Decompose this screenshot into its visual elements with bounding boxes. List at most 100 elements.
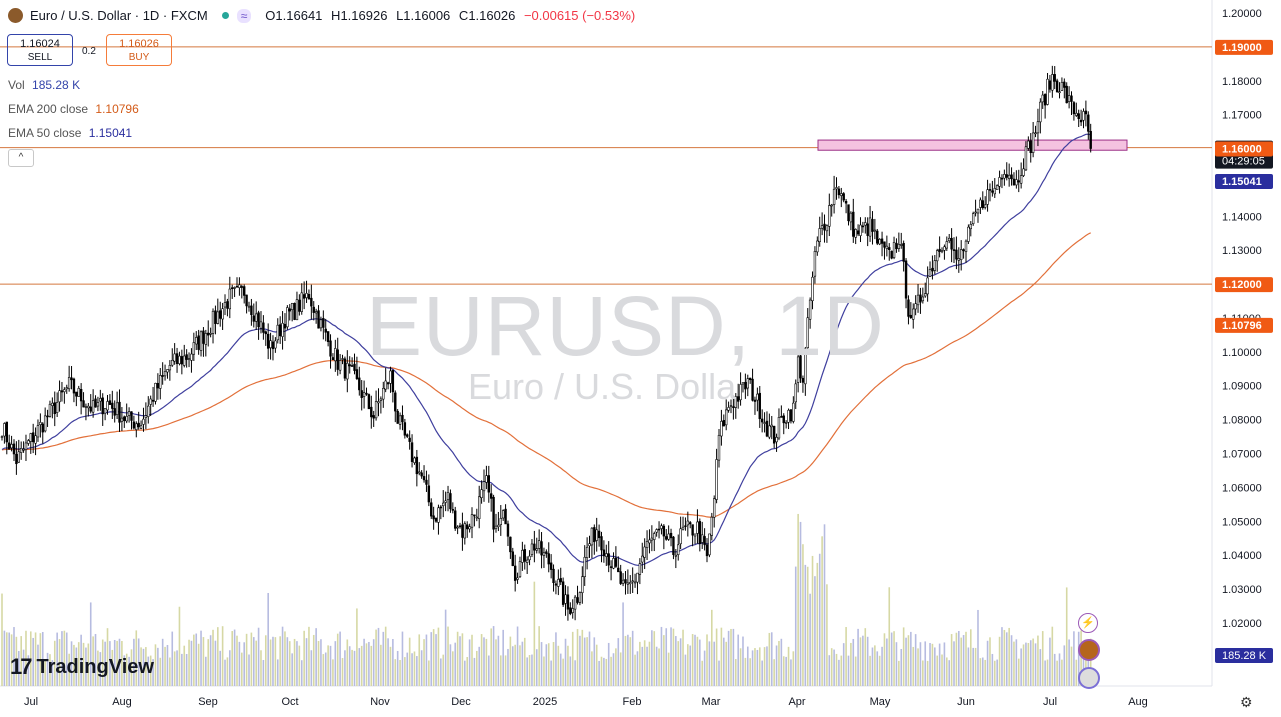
candle[interactable] [528, 550, 531, 566]
candle[interactable] [276, 318, 279, 344]
candle[interactable] [789, 409, 793, 424]
candle[interactable] [1029, 133, 1032, 163]
candle[interactable] [1019, 162, 1023, 189]
candle[interactable] [701, 521, 704, 549]
candle[interactable] [175, 347, 179, 373]
candle[interactable] [113, 400, 116, 423]
candle[interactable] [775, 433, 778, 452]
candle[interactable] [703, 528, 706, 551]
candle[interactable] [43, 407, 47, 433]
candle[interactable] [53, 391, 56, 427]
candle[interactable] [442, 490, 445, 518]
candle[interactable] [322, 310, 325, 340]
candle[interactable] [588, 535, 591, 558]
candle[interactable] [382, 381, 385, 408]
candle[interactable] [418, 462, 421, 476]
candle[interactable] [938, 236, 941, 258]
candle[interactable] [569, 602, 572, 616]
candle[interactable] [597, 524, 601, 547]
candle[interactable] [969, 221, 972, 237]
candle[interactable] [957, 247, 961, 273]
candle[interactable] [139, 420, 143, 430]
candle[interactable] [163, 364, 167, 381]
candle[interactable] [624, 571, 627, 595]
candle[interactable] [943, 244, 946, 260]
candle[interactable] [955, 236, 958, 270]
candle[interactable] [573, 595, 577, 621]
candle[interactable] [564, 585, 567, 616]
candle[interactable] [689, 521, 692, 529]
candle[interactable] [1022, 158, 1025, 178]
candle[interactable] [859, 217, 862, 243]
candle[interactable] [489, 484, 493, 512]
candle[interactable] [521, 541, 524, 571]
candle[interactable] [713, 495, 716, 528]
candle[interactable] [290, 302, 294, 322]
candle[interactable] [187, 352, 191, 368]
candle[interactable] [171, 348, 174, 367]
sell-button[interactable]: 1.16024 SELL [7, 34, 73, 66]
candle[interactable] [595, 517, 598, 552]
candle[interactable] [585, 537, 589, 570]
candle[interactable] [341, 354, 344, 365]
candle[interactable] [945, 236, 949, 251]
candle[interactable] [413, 456, 416, 465]
candle[interactable] [207, 320, 210, 347]
volume-tag[interactable] [1215, 648, 1273, 663]
candle[interactable] [1070, 91, 1073, 116]
candle[interactable] [729, 399, 733, 414]
candle[interactable] [72, 377, 76, 403]
candle[interactable] [235, 277, 239, 288]
candle[interactable] [360, 380, 363, 411]
candle[interactable] [667, 525, 670, 541]
price-tag[interactable] [1215, 277, 1273, 293]
candle[interactable] [94, 395, 97, 408]
candle[interactable] [1075, 102, 1078, 117]
candle[interactable] [1017, 169, 1020, 193]
candle[interactable] [583, 545, 586, 586]
candle[interactable] [792, 396, 795, 424]
candle[interactable] [168, 360, 172, 381]
candle[interactable] [48, 400, 52, 418]
candle[interactable] [1055, 78, 1059, 93]
candle[interactable] [1036, 108, 1040, 147]
candle[interactable] [99, 389, 102, 411]
price-tag[interactable] [1215, 39, 1273, 55]
candle[interactable] [940, 247, 944, 254]
candle[interactable] [156, 373, 160, 400]
candle[interactable] [820, 212, 824, 236]
candle[interactable] [281, 311, 284, 350]
ema200-legend[interactable]: EMA 200 close 1.10796 [8, 102, 139, 116]
candle[interactable] [103, 408, 107, 421]
candle[interactable] [727, 401, 730, 413]
candle[interactable] [736, 383, 740, 409]
candle[interactable] [231, 284, 234, 299]
candle[interactable] [219, 301, 222, 327]
candle[interactable] [331, 353, 335, 361]
candle[interactable] [195, 331, 198, 351]
candle[interactable] [698, 518, 702, 552]
candle[interactable] [197, 329, 200, 355]
candle[interactable] [202, 327, 205, 357]
candle[interactable] [84, 403, 88, 421]
candle[interactable] [370, 395, 373, 429]
candle[interactable] [904, 258, 908, 309]
candle[interactable] [1082, 108, 1085, 129]
candle[interactable] [96, 396, 100, 412]
candle[interactable] [1065, 82, 1068, 104]
candle[interactable] [401, 405, 404, 431]
candle[interactable] [1039, 98, 1042, 134]
candle[interactable] [245, 294, 248, 314]
candle[interactable] [355, 356, 359, 381]
candle[interactable] [847, 204, 850, 226]
candle[interactable] [578, 591, 582, 606]
candle[interactable] [983, 196, 987, 210]
candle[interactable] [686, 511, 690, 537]
candle[interactable] [365, 387, 368, 396]
price-tag[interactable] [1215, 317, 1273, 333]
candle[interactable] [657, 521, 661, 539]
candle[interactable] [967, 224, 970, 244]
candle[interactable] [463, 521, 467, 545]
candle[interactable] [681, 516, 685, 531]
candle[interactable] [362, 380, 366, 409]
